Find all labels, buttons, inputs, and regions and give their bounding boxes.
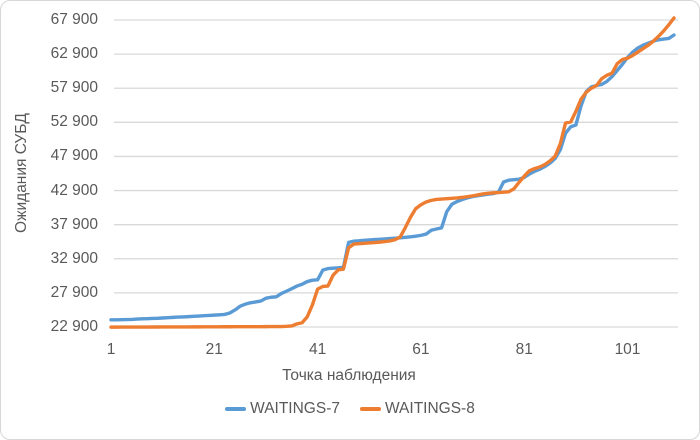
legend-marker-waitings-8-icon <box>360 406 381 412</box>
x-tick-label: 61 <box>412 341 430 358</box>
y-tick-label: 42 900 <box>50 181 98 199</box>
y-tick-label: 37 900 <box>50 215 98 233</box>
series-line-waitings-8 <box>109 16 676 329</box>
y-axis-title: Ожидания СУБД <box>13 113 30 233</box>
x-tick-label: 1 <box>106 341 116 358</box>
series-line-waitings-7 <box>109 33 676 322</box>
y-tick-label: 62 900 <box>50 45 98 63</box>
y-tick-label: 27 900 <box>50 283 98 301</box>
legend-item-waitings-7[interactable]: WAITINGS-7 <box>225 400 340 418</box>
x-tick-label: 81 <box>515 341 533 358</box>
y-tick-label: 52 900 <box>50 113 98 131</box>
x-axis-title: Точка наблюдения <box>282 367 416 384</box>
y-tick-label: 47 900 <box>50 147 98 165</box>
legend-item-waitings-8[interactable]: WAITINGS-8 <box>360 400 475 418</box>
y-tick-label: 67 900 <box>50 11 98 28</box>
y-tick-label: 32 900 <box>50 249 98 267</box>
legend: WAITINGS-7 WAITINGS-8 <box>1 400 699 418</box>
legend-marker-waitings-7-icon <box>225 406 247 412</box>
x-tick-label: 41 <box>308 341 327 358</box>
x-tick-label: 101 <box>614 341 641 358</box>
legend-label-waitings-8: WAITINGS-8 <box>385 400 475 417</box>
legend-label-waitings-7: WAITINGS-7 <box>250 400 340 417</box>
x-tick-label: 21 <box>205 341 223 358</box>
y-tick-label: 57 900 <box>50 79 98 97</box>
y-tick-label: 22 900 <box>50 318 98 335</box>
